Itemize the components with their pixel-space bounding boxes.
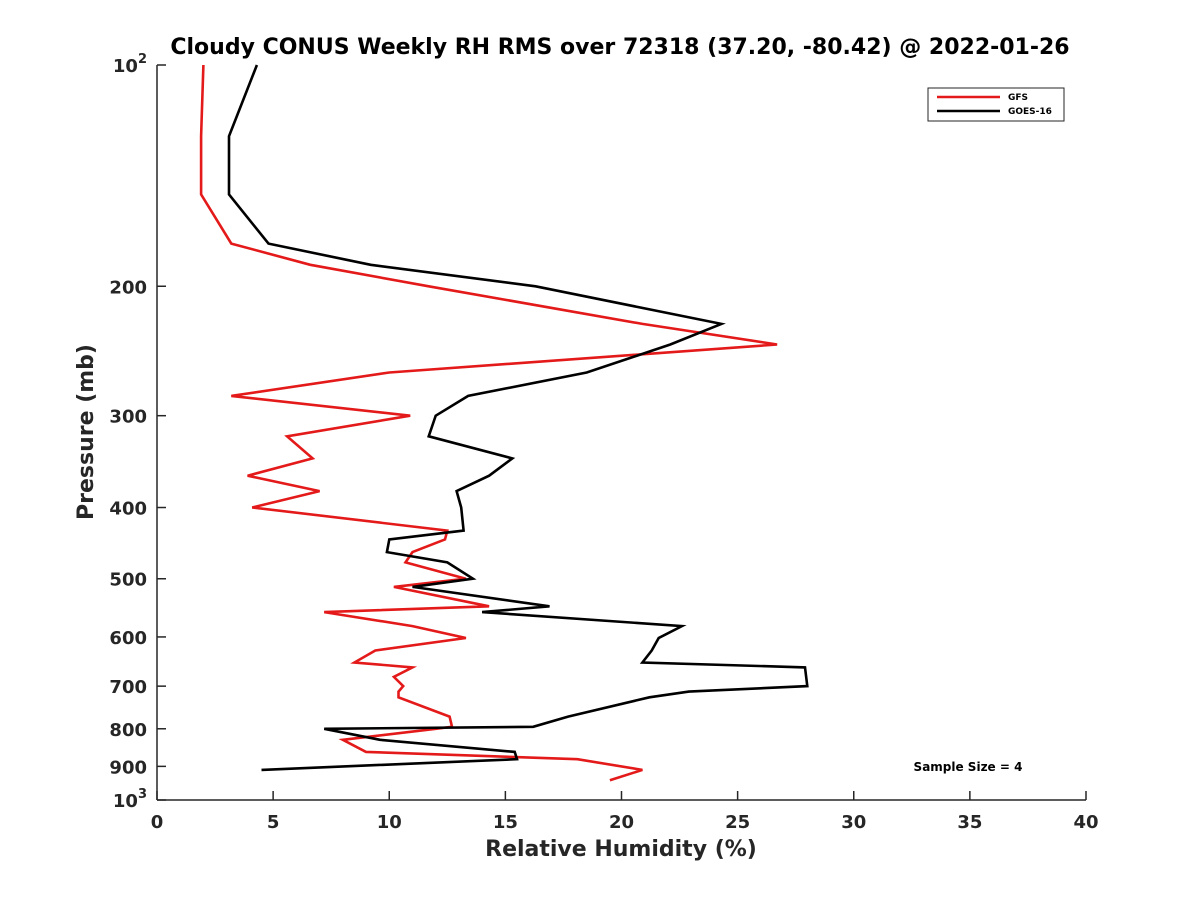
x-tick-label: 35	[957, 812, 982, 833]
legend-entries: GFS GOES-16	[937, 93, 1052, 117]
y-tick-label: 102	[113, 52, 147, 77]
y-tick-label: 700	[109, 677, 147, 698]
x-axis-label: Relative Humidity (%)	[485, 837, 757, 862]
chart-title: Cloudy CONUS Weekly RH RMS over 72318 (3…	[170, 35, 1069, 60]
series-line-goes-16	[227, 64, 809, 772]
x-tick-label: 25	[725, 812, 750, 833]
y-tick-label: 200	[109, 277, 147, 298]
x-tick-label: 0	[151, 812, 164, 833]
y-ticks: 102 200 300 400 500 600 700 800 900 103	[109, 52, 166, 812]
y-tick-label: 500	[109, 570, 147, 591]
y-tick-label: 800	[109, 720, 147, 741]
x-tick-label: 40	[1073, 812, 1098, 833]
x-tick-label: 15	[493, 812, 518, 833]
sample-size-annotation: Sample Size = 4	[914, 760, 1023, 774]
y-tick-label: 900	[109, 757, 147, 778]
y-tick-label: 300	[109, 407, 147, 428]
legend-label-gfs: GFS	[1008, 93, 1028, 103]
x-ticks: 0 5 10 15 20 25 30 35 40	[151, 791, 1099, 833]
y-axis-label: Pressure (mb)	[74, 344, 99, 520]
y-tick-label: 400	[109, 499, 147, 520]
legend-box	[927, 87, 1065, 122]
y-tick-label: 103	[113, 787, 147, 812]
series-layer	[199, 64, 809, 782]
x-tick-label: 10	[377, 812, 402, 833]
x-tick-label: 5	[267, 812, 280, 833]
y-tick-label: 600	[109, 628, 147, 649]
legend-label-goes-16: GOES-16	[1008, 107, 1052, 117]
x-tick-label: 20	[609, 812, 634, 833]
x-tick-label: 30	[841, 812, 866, 833]
legend: GFS GOES-16	[927, 87, 1065, 122]
